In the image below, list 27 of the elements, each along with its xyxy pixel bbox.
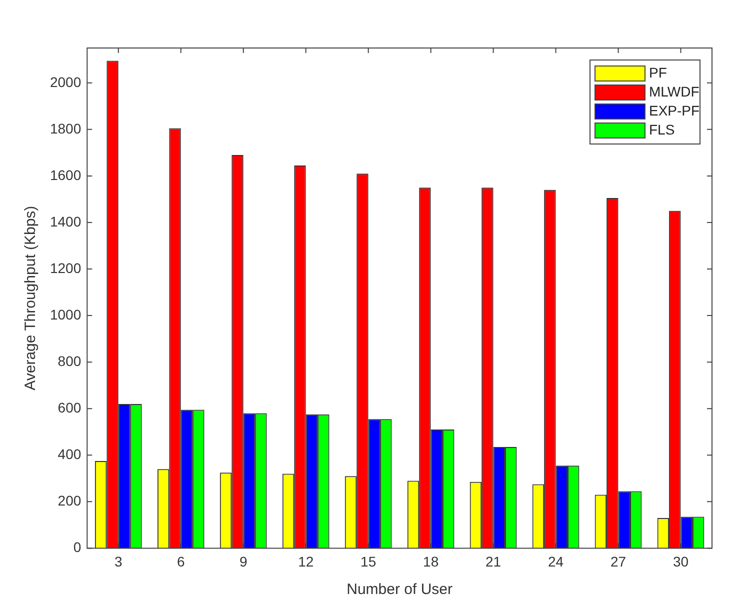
legend-label: EXP-PF — [649, 102, 700, 118]
x-tick-label: 21 — [486, 553, 502, 570]
x-tick-label: 27 — [610, 553, 626, 570]
y-tick-label: 1800 — [50, 120, 82, 136]
legend-label: MLWDF — [649, 83, 700, 100]
x-tick-label: 15 — [360, 553, 376, 570]
x-tick-label: 3 — [114, 553, 122, 570]
y-tick-label: 2000 — [50, 74, 82, 90]
legend-label: PF — [649, 64, 667, 80]
y-tick-label: 400 — [58, 446, 82, 462]
x-tick-label: 12 — [298, 553, 314, 570]
y-tick-label: 800 — [58, 352, 82, 369]
y-tick-label: 1600 — [50, 166, 82, 183]
y-tick-label: 0 — [73, 539, 82, 556]
y-tick-label: 1000 — [50, 306, 82, 322]
legend-label: FLS — [649, 121, 675, 138]
y-axis-title: Average Throughput (Kbps) — [22, 206, 40, 390]
x-tick-label: 9 — [239, 553, 248, 570]
x-axis-title: Number of User — [346, 581, 453, 598]
x-tick-label: 24 — [548, 553, 564, 570]
y-tick-label: 600 — [58, 399, 82, 416]
x-tick-label: 30 — [672, 553, 689, 570]
x-tick-label: 6 — [176, 553, 185, 570]
x-tick-label: 18 — [423, 553, 439, 570]
y-tick-label: 1200 — [50, 260, 82, 276]
y-tick-label: 200 — [58, 492, 82, 509]
y-tick-label: 1400 — [50, 213, 82, 230]
